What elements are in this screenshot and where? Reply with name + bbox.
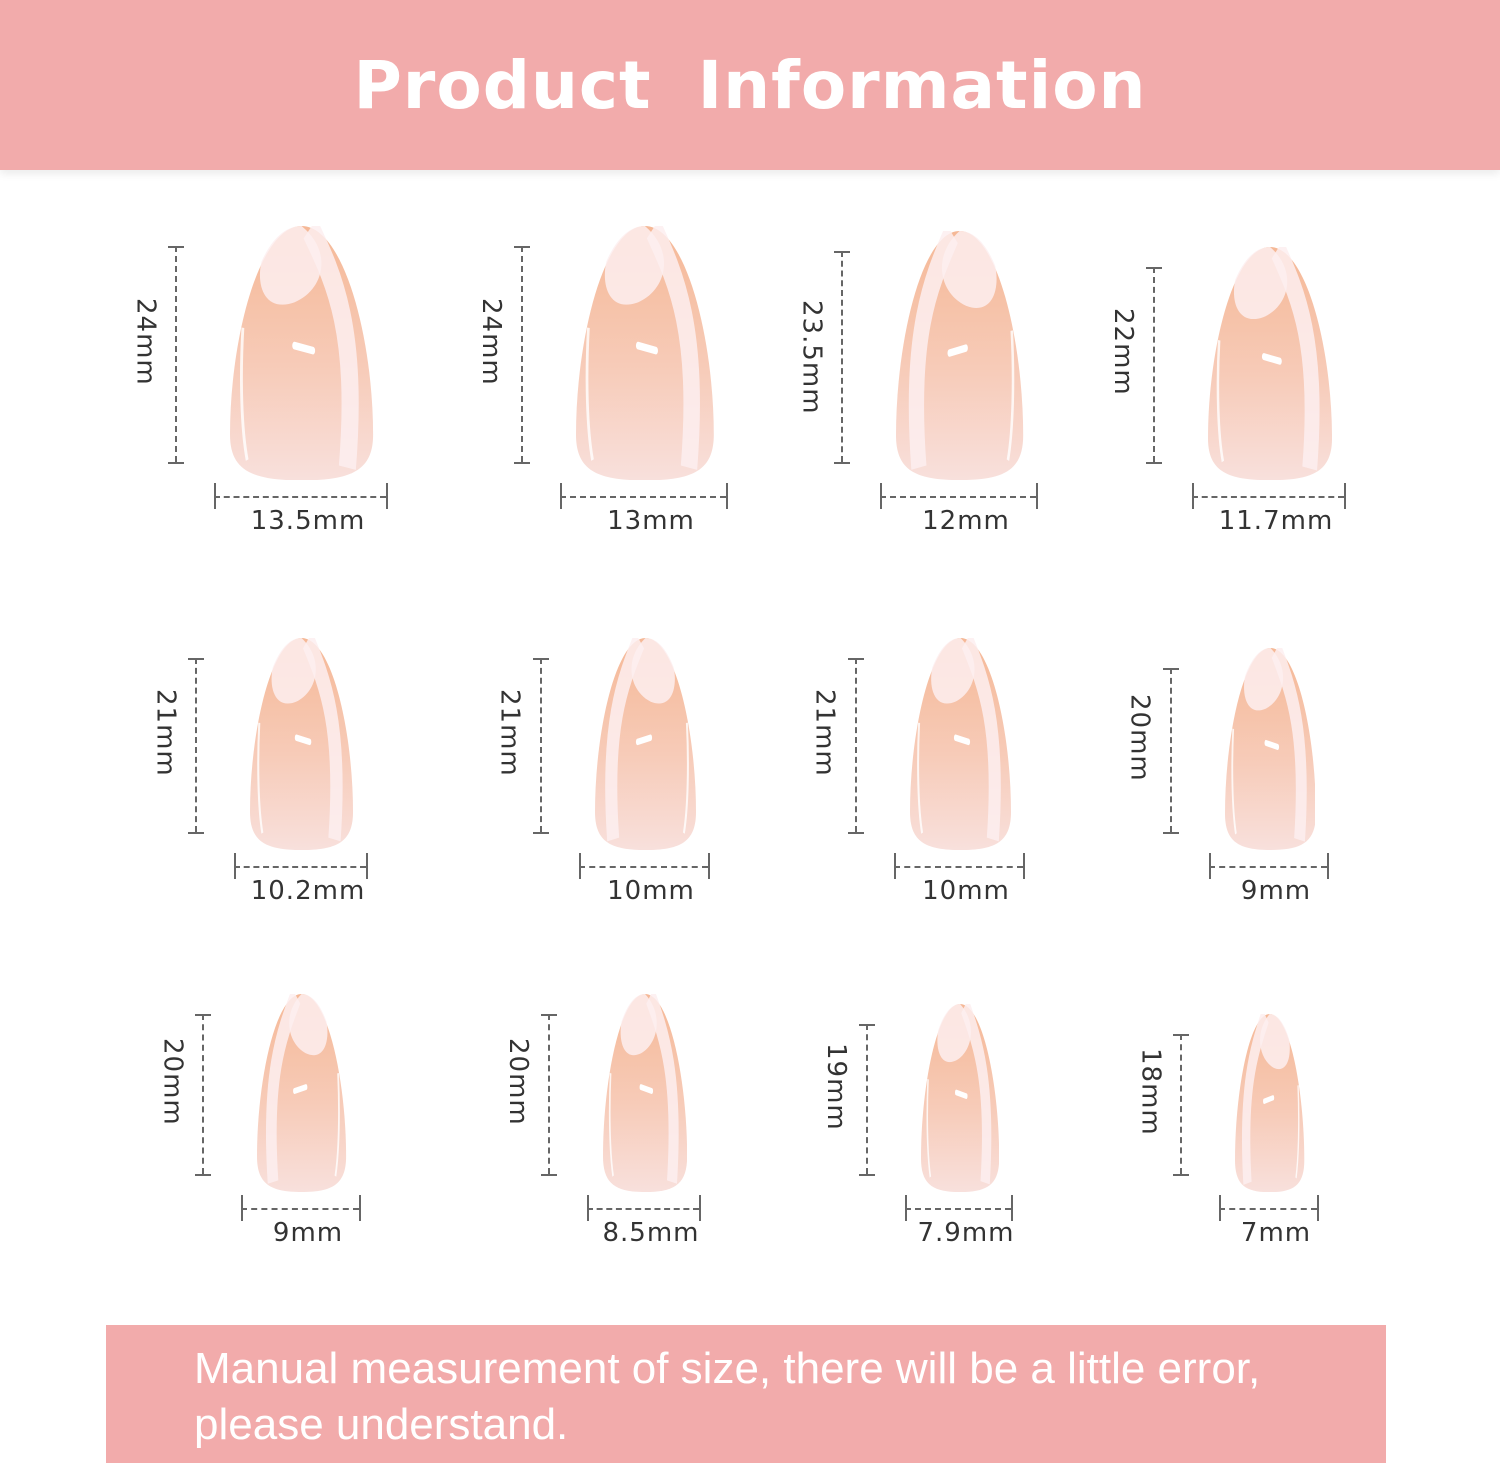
nail-image [909,637,1011,850]
nail-length-label: 20mm [157,1038,188,1126]
nail-length-label: 21mm [809,688,840,777]
nail-width-label: 7.9mm [917,1218,1015,1248]
nail-image [1235,1013,1305,1192]
nail-width-label: 9mm [1240,876,1312,906]
nail-image [230,225,374,480]
nail-image [1224,648,1316,850]
nail-length-label: 21mm [150,688,181,777]
nail-width-label: 12mm [922,506,1010,536]
nail-length-label: 18mm [1135,1047,1166,1136]
nail-width-label: 10.2mm [250,876,366,906]
nail-length-label: 20mm [502,1038,533,1126]
nail-length-label: 21mm [494,688,525,777]
nail-width-label: 7mm [1240,1218,1312,1248]
footer-banner: Manual measurement of size, there will b… [106,1325,1386,1463]
nail-image [1207,246,1332,480]
nail-image [896,230,1024,480]
nail-width-label: 13mm [607,506,695,536]
nail-length-label: 20mm [1124,694,1155,782]
nail-length-label: 24mm [130,297,161,386]
nail-length-label: 19mm [820,1042,851,1131]
nail-width-label: 9mm [272,1218,344,1248]
nail-length-label: 23.5mm [796,300,827,415]
nail-length-label: 22mm [1107,308,1138,397]
nail-width-label: 13.5mm [250,506,366,536]
nail-image [594,637,696,850]
nail-width-label: 10mm [922,876,1010,906]
nail-length-label: 24mm [476,297,507,386]
nail-image [602,994,688,1192]
nail-image [257,994,347,1192]
header-banner: Product Information [0,0,1500,170]
nail-image [576,225,714,480]
measurement-note: Manual measurement of size, there will b… [194,1344,1261,1449]
nail-width-label: 8.5mm [602,1218,700,1248]
nail-width-label: 10mm [607,876,695,906]
nail-image [250,637,354,850]
page-title: Product Information [353,46,1147,124]
nail-image [920,1003,1000,1192]
nail-width-label: 11.7mm [1218,506,1334,536]
